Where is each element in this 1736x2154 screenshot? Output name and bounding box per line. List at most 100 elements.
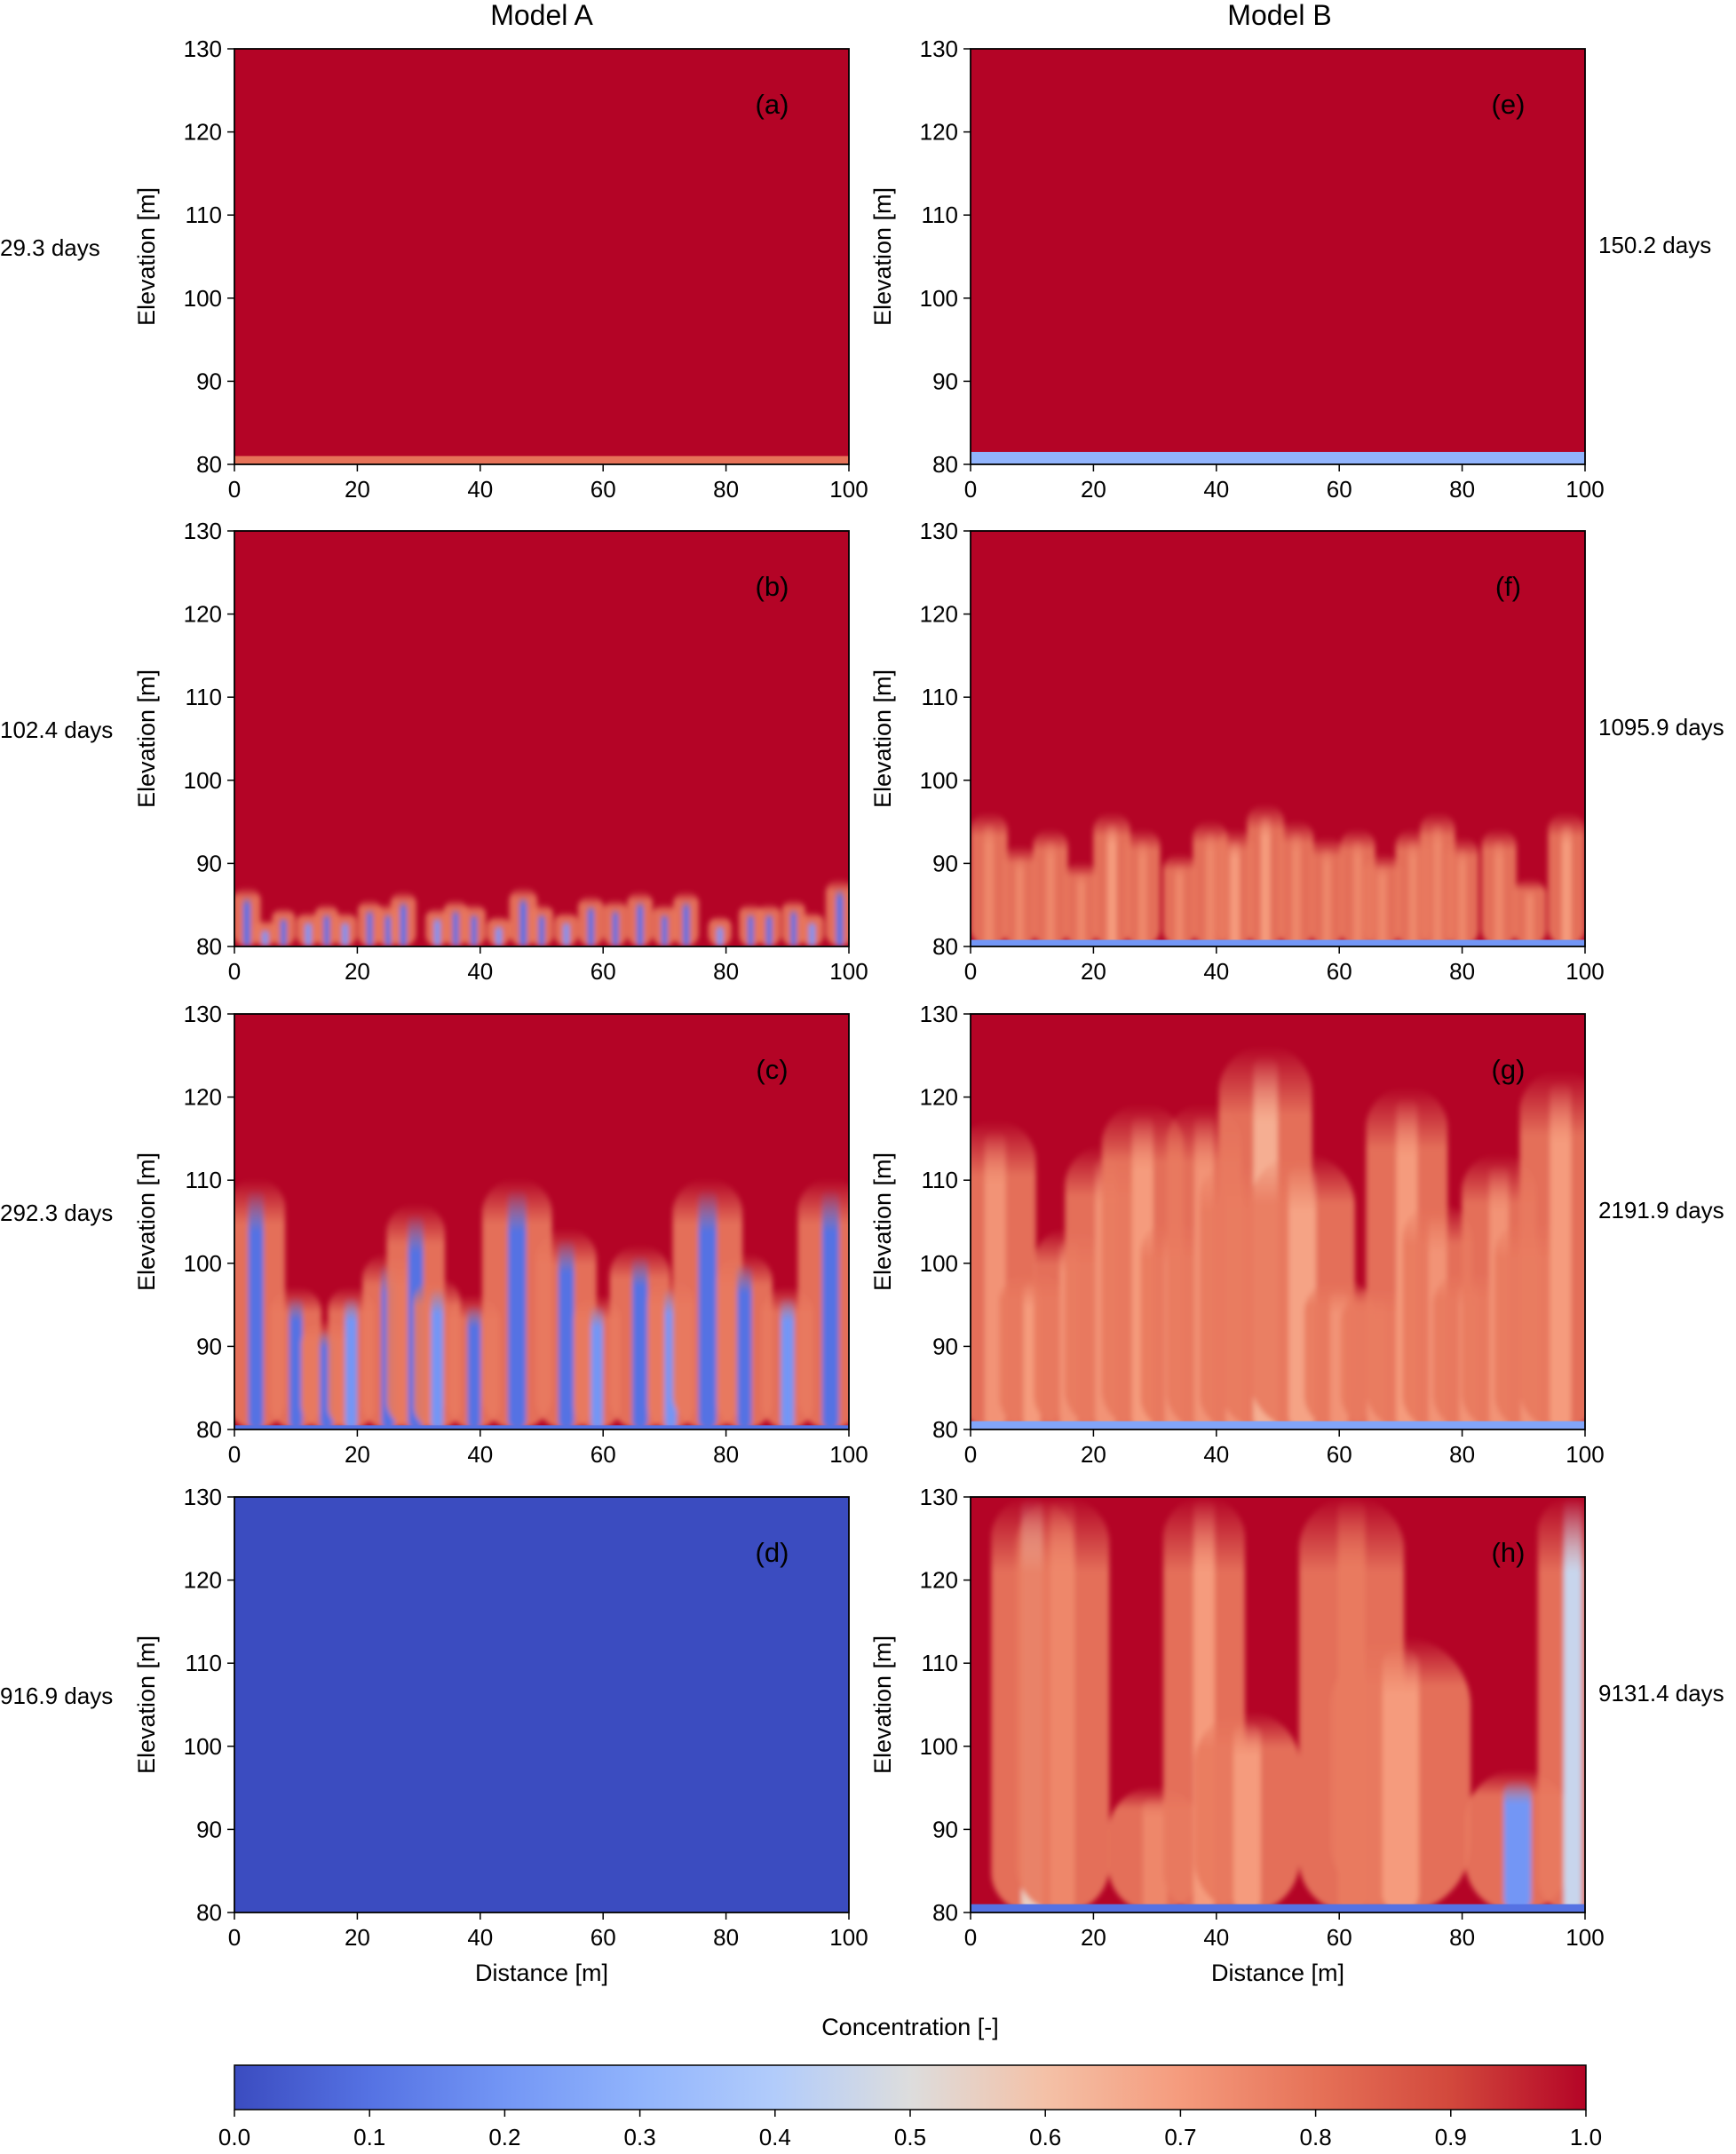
y-tick-label: 90	[932, 368, 958, 394]
finger-core	[1457, 846, 1467, 946]
field-background	[234, 1497, 849, 1912]
x-tick-label: 40	[1203, 1924, 1229, 1951]
time-label: 29.3 days	[0, 234, 100, 261]
colorbar-tick-label: 0.5	[894, 2124, 926, 2150]
y-tick-label: 80	[932, 1416, 958, 1443]
y-tick-label: 100	[920, 767, 958, 794]
y-axis-label: Elevation [m]	[869, 669, 896, 808]
x-tick-label: 80	[1449, 1441, 1475, 1468]
y-axis-label: Elevation [m]	[869, 1152, 896, 1291]
y-tick-label: 100	[184, 285, 222, 312]
y-axis-label: Elevation [m]	[133, 669, 160, 808]
finger-core	[342, 921, 349, 946]
finger-core	[1045, 838, 1056, 946]
finger-core	[495, 925, 503, 946]
finger-core	[809, 921, 815, 946]
y-tick-label: 100	[920, 1733, 958, 1760]
x-tick-label: 0	[964, 476, 977, 503]
x-tick-label: 20	[345, 476, 370, 503]
fingers	[234, 1178, 849, 1429]
y-tick-label: 80	[196, 1899, 222, 1926]
x-tick-label: 60	[1327, 1441, 1352, 1468]
finger-core	[737, 1263, 752, 1429]
field-background	[234, 531, 849, 946]
y-tick-label: 90	[196, 1816, 222, 1842]
finger-core	[433, 917, 440, 946]
x-tick-label: 40	[467, 476, 493, 503]
colorbar-ticks: 0.0 0.1 0.2 0.3 0.4 0.5 0.6 0.7 0.8 0.9 1.0	[218, 2110, 1602, 2150]
x-tick-label: 40	[467, 1441, 493, 1468]
y-tick-label: 120	[184, 601, 222, 628]
y-tick-label: 130	[184, 518, 222, 544]
time-label: 150.2 days	[1598, 232, 1711, 258]
finger-core	[1106, 821, 1117, 946]
panel-e: 0 20 40 60 80 100 80 90 100 110 120 130 Elevation [m…	[869, 36, 1711, 503]
y-tick-label: 80	[196, 451, 222, 478]
x-tick-label: 60	[591, 1924, 616, 1951]
colorbar-tick-label: 0.2	[488, 2124, 520, 2150]
y-tick-label: 120	[920, 601, 958, 628]
concentration-field	[234, 531, 849, 946]
boundary-layer	[971, 451, 1585, 464]
finger-core	[984, 821, 995, 946]
colorbar-tick-label: 0.6	[1029, 2124, 1061, 2150]
y-tick-label: 100	[920, 285, 958, 312]
y-tick-label: 110	[186, 1650, 222, 1676]
y-tick-label: 90	[932, 1333, 958, 1359]
finger-core	[507, 1188, 527, 1429]
x-tick-label: 0	[964, 1924, 977, 1951]
x-tick-label: 100	[829, 476, 868, 503]
finger-core	[747, 913, 754, 946]
panel-b: 0 20 40 60 80 100 80 90 100 110 120 130 Elevation [m…	[0, 518, 868, 985]
y-tick-label: 80	[932, 1899, 958, 1926]
x-tick-label: 0	[228, 476, 241, 503]
boundary-layer	[971, 1421, 1585, 1429]
colorbar-tick-label: 0.7	[1164, 2124, 1196, 2150]
x-tick-label: 20	[1081, 476, 1106, 503]
y-tick-label: 120	[920, 1567, 958, 1594]
x-axis-label: Distance [m]	[475, 1960, 608, 1986]
finger-core	[1494, 838, 1504, 946]
finger-core	[384, 913, 392, 946]
finger-core	[1233, 1721, 1261, 1912]
y-tick-label: 110	[186, 684, 222, 710]
panel-tag: (b)	[756, 571, 789, 602]
finger-core	[1205, 829, 1216, 946]
finger-core	[345, 1296, 358, 1429]
x-tick-label: 60	[1327, 958, 1352, 985]
colorbar-tick-label: 0.8	[1300, 2124, 1332, 2150]
y-axis-label: Elevation [m]	[133, 187, 160, 326]
x-tick-label: 80	[713, 1924, 739, 1951]
x-tick-label: 40	[1203, 476, 1229, 503]
column-title-model-b: Model B	[1227, 0, 1331, 31]
x-axis-label: Distance [m]	[1211, 1960, 1344, 1986]
axes-frame	[970, 1496, 1586, 1913]
y-tick-label: 130	[920, 36, 958, 62]
y-tick-label: 90	[196, 1333, 222, 1359]
y-tick-label: 130	[184, 1484, 222, 1510]
x-tick-label: 80	[713, 1441, 739, 1468]
finger-core	[636, 900, 644, 946]
finger-core	[698, 1188, 717, 1429]
axes-frame	[234, 530, 850, 947]
x-tick-label: 80	[1449, 958, 1475, 985]
panel-tag: (c)	[756, 1054, 788, 1085]
finger-core	[717, 925, 724, 946]
finger-core	[519, 896, 527, 946]
boundary-layer	[234, 455, 849, 464]
x-tick-label: 100	[1566, 1924, 1604, 1951]
axes-frame	[970, 530, 1586, 947]
concentration-field	[234, 1014, 849, 1429]
finger-core	[1432, 821, 1443, 946]
x-tick-label: 80	[713, 958, 739, 985]
x-tick-label: 100	[829, 1441, 868, 1468]
y-tick-label: 120	[920, 119, 958, 146]
finger-core	[1175, 863, 1185, 946]
concentration-field	[234, 49, 849, 464]
y-tick-label: 120	[920, 1084, 958, 1111]
y-tick-label: 90	[196, 850, 222, 876]
boundary-layer	[971, 1904, 1585, 1912]
finger-core	[1138, 838, 1147, 946]
finger-core	[558, 1238, 575, 1429]
panels: 0 20 40 60 80 100 80 90 100 110 120 130 Elevation [m…	[0, 36, 1724, 1986]
